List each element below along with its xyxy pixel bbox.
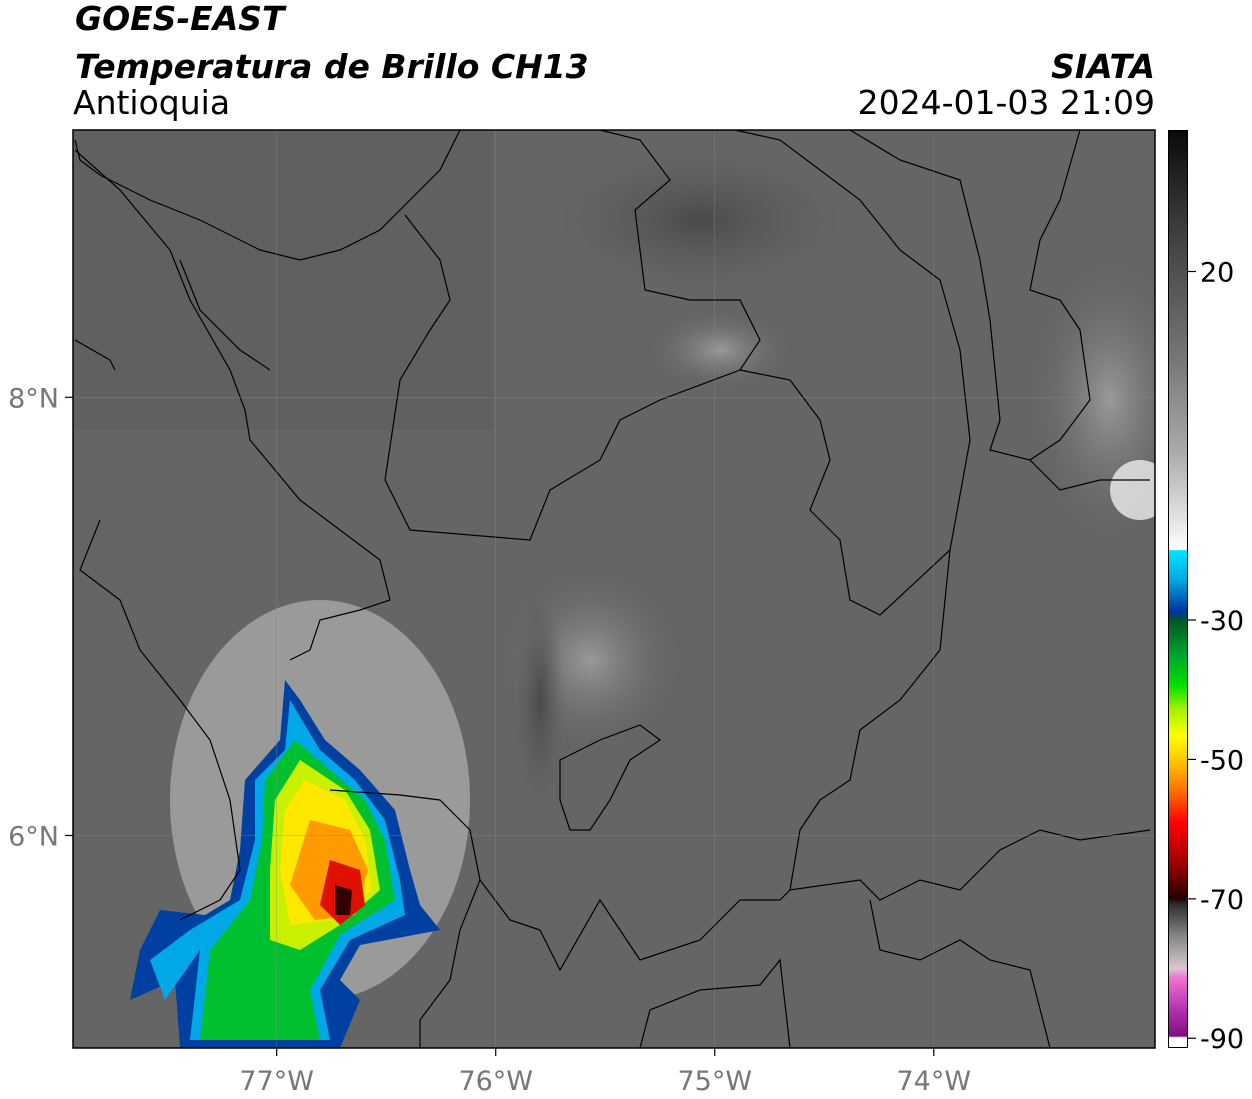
colorbar-tick-label: -70 [1200,885,1244,916]
cloud-system [130,680,440,1048]
source: SIATA [1051,47,1155,86]
colorbar-tick-label: -50 [1200,745,1244,776]
x-tick-label: 76°W [458,1066,533,1097]
map-frame [72,129,1156,1049]
axes: 77°W 76°W 75°W 74°W 8°N 6°N 20 -30 -50 -70 -90 [8,257,1244,1097]
y-tick-label: 8°N [8,383,59,414]
region: Antioquia [73,83,230,122]
y-tick-label: 6°N [8,821,59,852]
map-image [73,130,1155,1048]
colorbar-tick-label: -90 [1200,1024,1244,1055]
colorbar [1168,130,1188,1048]
datetime: 2024-01-03 21:09 [858,83,1155,122]
x-tick-label: 74°W [897,1066,972,1097]
colorbar-tick-label: 20 [1200,257,1234,288]
borders [74,130,1151,1048]
subtitle: Temperatura de Brillo CH13 [75,47,589,86]
x-tick-label: 77°W [239,1066,314,1097]
graticule [73,130,1155,1048]
title: GOES-EAST [75,0,287,38]
colorbar-tick-label: -30 [1200,606,1244,637]
x-tick-label: 75°W [677,1066,752,1097]
